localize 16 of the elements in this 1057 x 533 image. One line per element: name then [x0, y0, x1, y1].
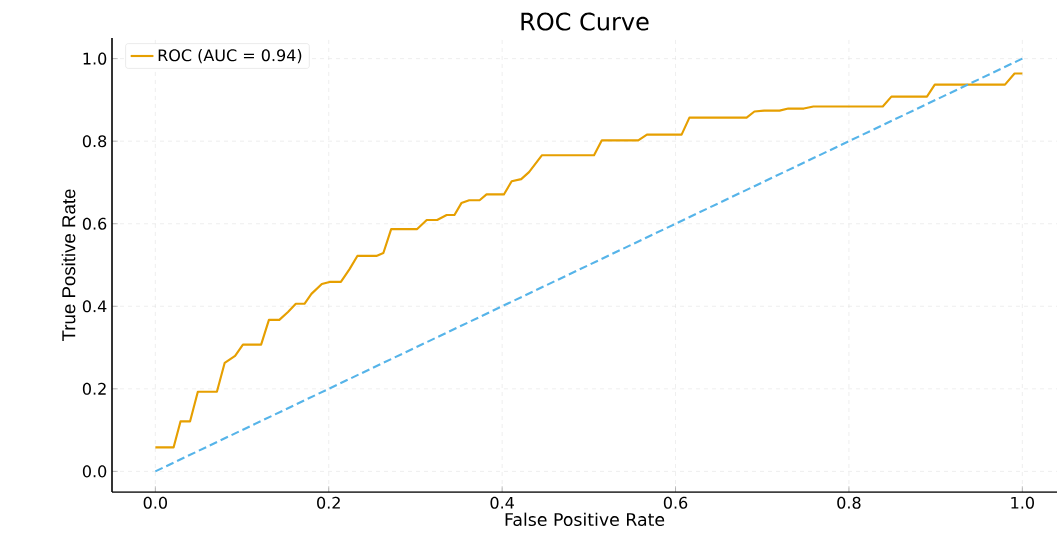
legend-label: ROC (AUC = 0.94): [158, 48, 302, 64]
x-tick-label: 1.0: [1011, 496, 1034, 509]
y-tick-label: 0.6: [82, 217, 107, 230]
x-tick-label: 0.2: [317, 496, 340, 509]
x-tick-label: 0.4: [490, 496, 514, 509]
x-tick-label: 0.8: [837, 496, 861, 509]
x-tick-label: 0.0: [143, 496, 168, 509]
x-axis-title: False Positive Rate: [505, 512, 665, 527]
x-tick-label: 0.6: [663, 496, 688, 509]
y-tick-label: 0.2: [82, 382, 106, 395]
chart-title: ROC Curve: [521, 12, 649, 31]
y-tick-label: 1.0: [83, 52, 107, 65]
y-axis-title: True Positive Rate: [61, 189, 76, 342]
y-tick-label: 0.0: [82, 465, 107, 478]
y-tick-label: 0.8: [82, 135, 107, 148]
y-tick-label: 0.4: [82, 300, 107, 313]
